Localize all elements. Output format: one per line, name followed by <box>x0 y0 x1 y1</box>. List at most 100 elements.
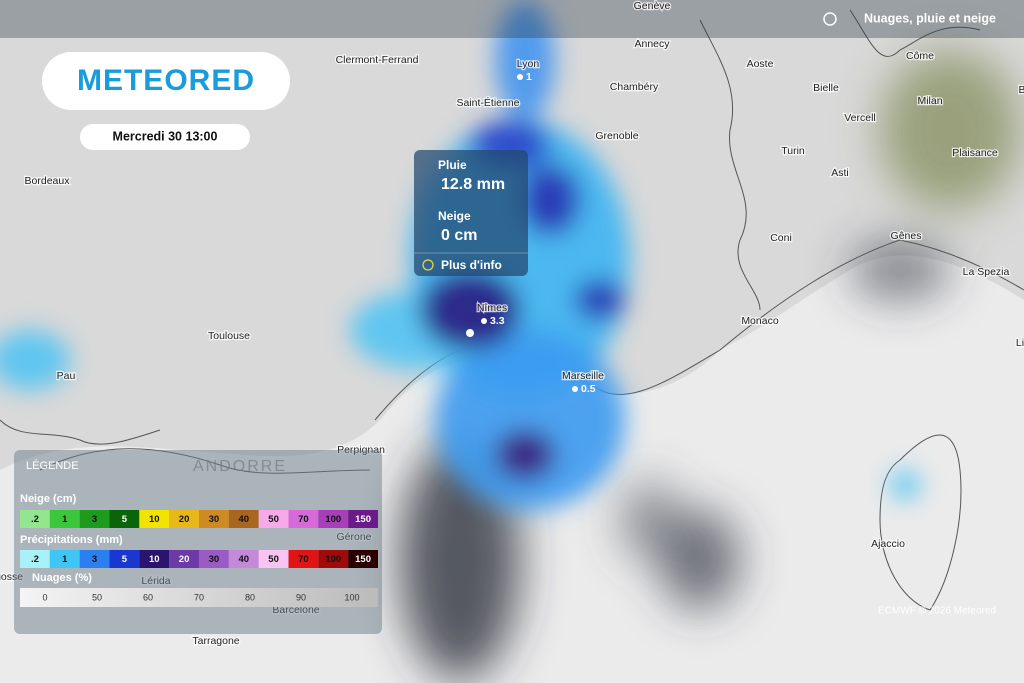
snow-swatch <box>109 510 140 528</box>
place-name: Plaisance <box>952 147 998 159</box>
rain-swatch-label: 10 <box>149 554 160 565</box>
snow-value: 0 cm <box>441 227 477 244</box>
place-name: Ajaccio <box>871 538 905 550</box>
snow-swatch-label: 50 <box>268 514 279 525</box>
info-icon <box>422 259 434 271</box>
corsica <box>879 434 962 611</box>
place-name: Grenoble <box>595 130 638 142</box>
place-name: Lyon <box>517 58 540 70</box>
weather-icon <box>517 74 523 80</box>
rain-core <box>495 430 555 480</box>
rain-swatch <box>79 550 110 568</box>
legend: LÉGENDE Neige (cm) Précipitations (mm) N… <box>14 450 382 634</box>
place-name: Bielle <box>813 82 839 94</box>
rain-swatch-label: 50 <box>268 554 279 565</box>
date-pill <box>80 124 250 150</box>
rain-core <box>520 165 580 235</box>
snow-swatch-label: 30 <box>209 514 220 525</box>
rain-swatch-label: .2 <box>31 554 39 565</box>
snow-swatch-label: .2 <box>31 514 39 525</box>
place-name: Aoste <box>747 58 774 70</box>
cloud <box>620 480 680 560</box>
place-name: Saint-Étienne <box>456 96 519 109</box>
selected-point <box>466 329 474 337</box>
rain-title: Précipitations (mm) <box>20 534 123 546</box>
snow-swatch <box>318 510 349 528</box>
rain-swatch-label: 3 <box>92 554 97 565</box>
clouds-scale-label: 90 <box>296 592 306 602</box>
place-name: Gênes <box>891 230 922 242</box>
weather-icon <box>572 386 578 392</box>
layer-icon <box>823 12 837 26</box>
place-name: Turin <box>781 145 805 157</box>
rain-area <box>435 330 625 510</box>
rain-swatch <box>348 550 378 568</box>
rain-swatch <box>109 550 140 568</box>
place-name: Monaco <box>741 315 779 327</box>
rain-swatch <box>288 550 319 568</box>
rain-swatch-label: 1 <box>62 554 68 565</box>
place-name: Toulouse <box>208 330 250 342</box>
border <box>849 9 981 57</box>
rain-area <box>495 0 555 120</box>
more-info[interactable]: Plus d'info <box>441 258 502 272</box>
logo-box <box>42 52 290 110</box>
place-name: Marseille <box>562 370 604 382</box>
snow-swatch <box>199 510 229 528</box>
snow-title: Neige (cm) <box>20 493 77 505</box>
cloud <box>880 50 1020 210</box>
place-name: Brescia <box>1018 84 1024 96</box>
clouds-title: Nuages (%) <box>32 572 92 584</box>
clouds-scale-label: 70 <box>194 592 204 602</box>
snow-swatch-label: 70 <box>298 514 309 525</box>
rain-swatch <box>49 550 80 568</box>
rain-area <box>0 330 70 390</box>
rain-swatch-label: 40 <box>238 554 249 565</box>
snow-swatch <box>139 510 170 528</box>
rain-label: Pluie <box>438 158 467 172</box>
place-name: Clermont-Ferrand <box>336 54 419 66</box>
rain-swatch-label: 70 <box>298 554 309 565</box>
place-name: Pau <box>57 370 76 382</box>
clouds-scale-label: 0 <box>42 592 47 602</box>
rain-swatch <box>318 550 349 568</box>
snow-swatch <box>169 510 199 528</box>
snow-swatch <box>288 510 319 528</box>
rain-swatch <box>139 550 170 568</box>
cloud <box>660 510 740 610</box>
rain-swatch-label: 30 <box>209 554 220 565</box>
snow-swatch <box>258 510 289 528</box>
rain-swatch <box>169 550 199 568</box>
snow-swatch <box>20 510 50 528</box>
logo: METEORED <box>77 64 255 97</box>
clouds-scale <box>20 588 378 607</box>
clouds-scale-label: 100 <box>344 592 359 602</box>
rain-core <box>575 280 625 320</box>
place-name: Vercell <box>844 112 876 124</box>
credit: ECMWF © 2026 Meteored <box>878 606 996 617</box>
clouds-scale-label: 80 <box>245 592 255 602</box>
place-value: 3.3 <box>490 315 505 327</box>
snow-swatch-label: 40 <box>238 514 249 525</box>
snow-swatch <box>79 510 110 528</box>
rain-swatch <box>199 550 229 568</box>
rain-swatch-label: 100 <box>325 554 341 565</box>
rain-area <box>890 470 920 500</box>
top-bar <box>0 0 1024 38</box>
snow-swatch <box>348 510 378 528</box>
rain-swatch <box>258 550 289 568</box>
border <box>699 19 761 311</box>
layer-name[interactable]: Nuages, pluie et neige <box>864 11 996 25</box>
place-name: Coni <box>770 232 792 244</box>
snow-swatch-label: 150 <box>355 514 371 525</box>
place-value: 1 <box>526 71 532 83</box>
date: Mercredi 30 13:00 <box>113 129 218 143</box>
place-name: Tarragone <box>192 635 239 647</box>
snow-swatch-label: 3 <box>92 514 97 525</box>
snow-swatch-label: 1 <box>62 514 68 525</box>
coast <box>0 419 161 445</box>
weather-icon <box>481 318 487 324</box>
